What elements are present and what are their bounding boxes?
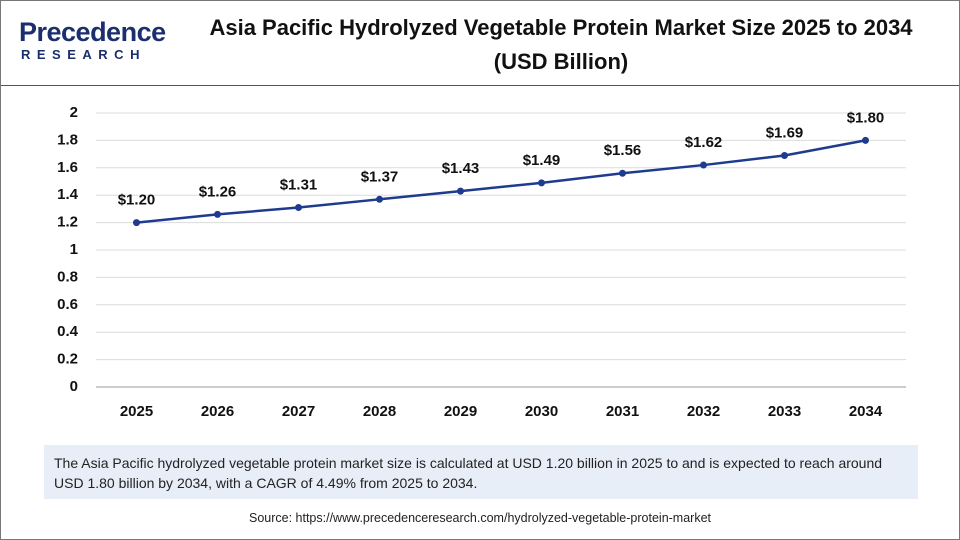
y-tick-label: 1.8 [57, 131, 78, 148]
point [700, 161, 707, 169]
x-tick-label: 2029 [444, 403, 477, 420]
point [457, 187, 464, 195]
point [781, 151, 788, 159]
point [862, 136, 869, 144]
y-tick-label: 0 [70, 378, 78, 395]
y-tick-label: 0.8 [57, 268, 78, 285]
data-label: $1.37 [361, 168, 399, 185]
y-tick-label: 1 [70, 241, 78, 258]
data-label: $1.80 [847, 109, 885, 126]
data-label: $1.31 [280, 176, 318, 193]
data-label: $1.69 [766, 124, 804, 141]
data-label: $1.20 [118, 192, 156, 209]
point [619, 169, 626, 177]
x-tick-label: 2027 [282, 403, 315, 420]
chart: 0 0.2 0.4 0.6 0.8 1 1.2 1.4 1.6 1.8 2 2025 2026 2027 2… [57, 104, 906, 420]
y-tick-label: 0.6 [57, 296, 78, 313]
x-tick-label: 2031 [606, 403, 639, 420]
x-tick-label: 2032 [687, 403, 720, 420]
point [214, 210, 221, 218]
y-tick-label: 0.4 [57, 323, 79, 340]
line [136, 139, 866, 224]
point [538, 179, 545, 187]
data-label: $1.26 [199, 183, 237, 200]
x-tick-label: 2030 [525, 403, 558, 420]
y-tick-label: 0.2 [57, 351, 78, 368]
x-tick-label: 2034 [849, 403, 883, 420]
note: The Asia Pacific hydrolyzed vegetable pr… [44, 445, 918, 499]
point [133, 219, 140, 227]
source: Source: https://www.precedenceresearch.c… [248, 511, 712, 525]
logo-subtitle: RESEARCH [21, 47, 146, 62]
y-tick-label: 1.6 [57, 159, 78, 176]
point [376, 195, 383, 203]
logo-name: Precedence [19, 17, 166, 47]
y-tick-label: 1.2 [57, 214, 78, 231]
x-tick-label: 2025 [120, 403, 153, 420]
data-label: $1.49 [523, 152, 561, 169]
x-tick-label: 2026 [201, 403, 234, 420]
header-rule [1, 85, 959, 86]
x-tick-label: 2033 [768, 403, 801, 420]
data-label: $1.56 [604, 142, 642, 159]
point [295, 204, 302, 212]
y-tick-label: 1.4 [57, 186, 79, 203]
chart-title: Asia Pacific Hydrolyzed Vegetable Protei… [209, 15, 913, 74]
x-tick-label: 2028 [363, 403, 396, 420]
y-tick-label: 2 [70, 104, 78, 121]
data-label: $1.62 [685, 134, 723, 151]
data-label: $1.43 [442, 160, 480, 177]
